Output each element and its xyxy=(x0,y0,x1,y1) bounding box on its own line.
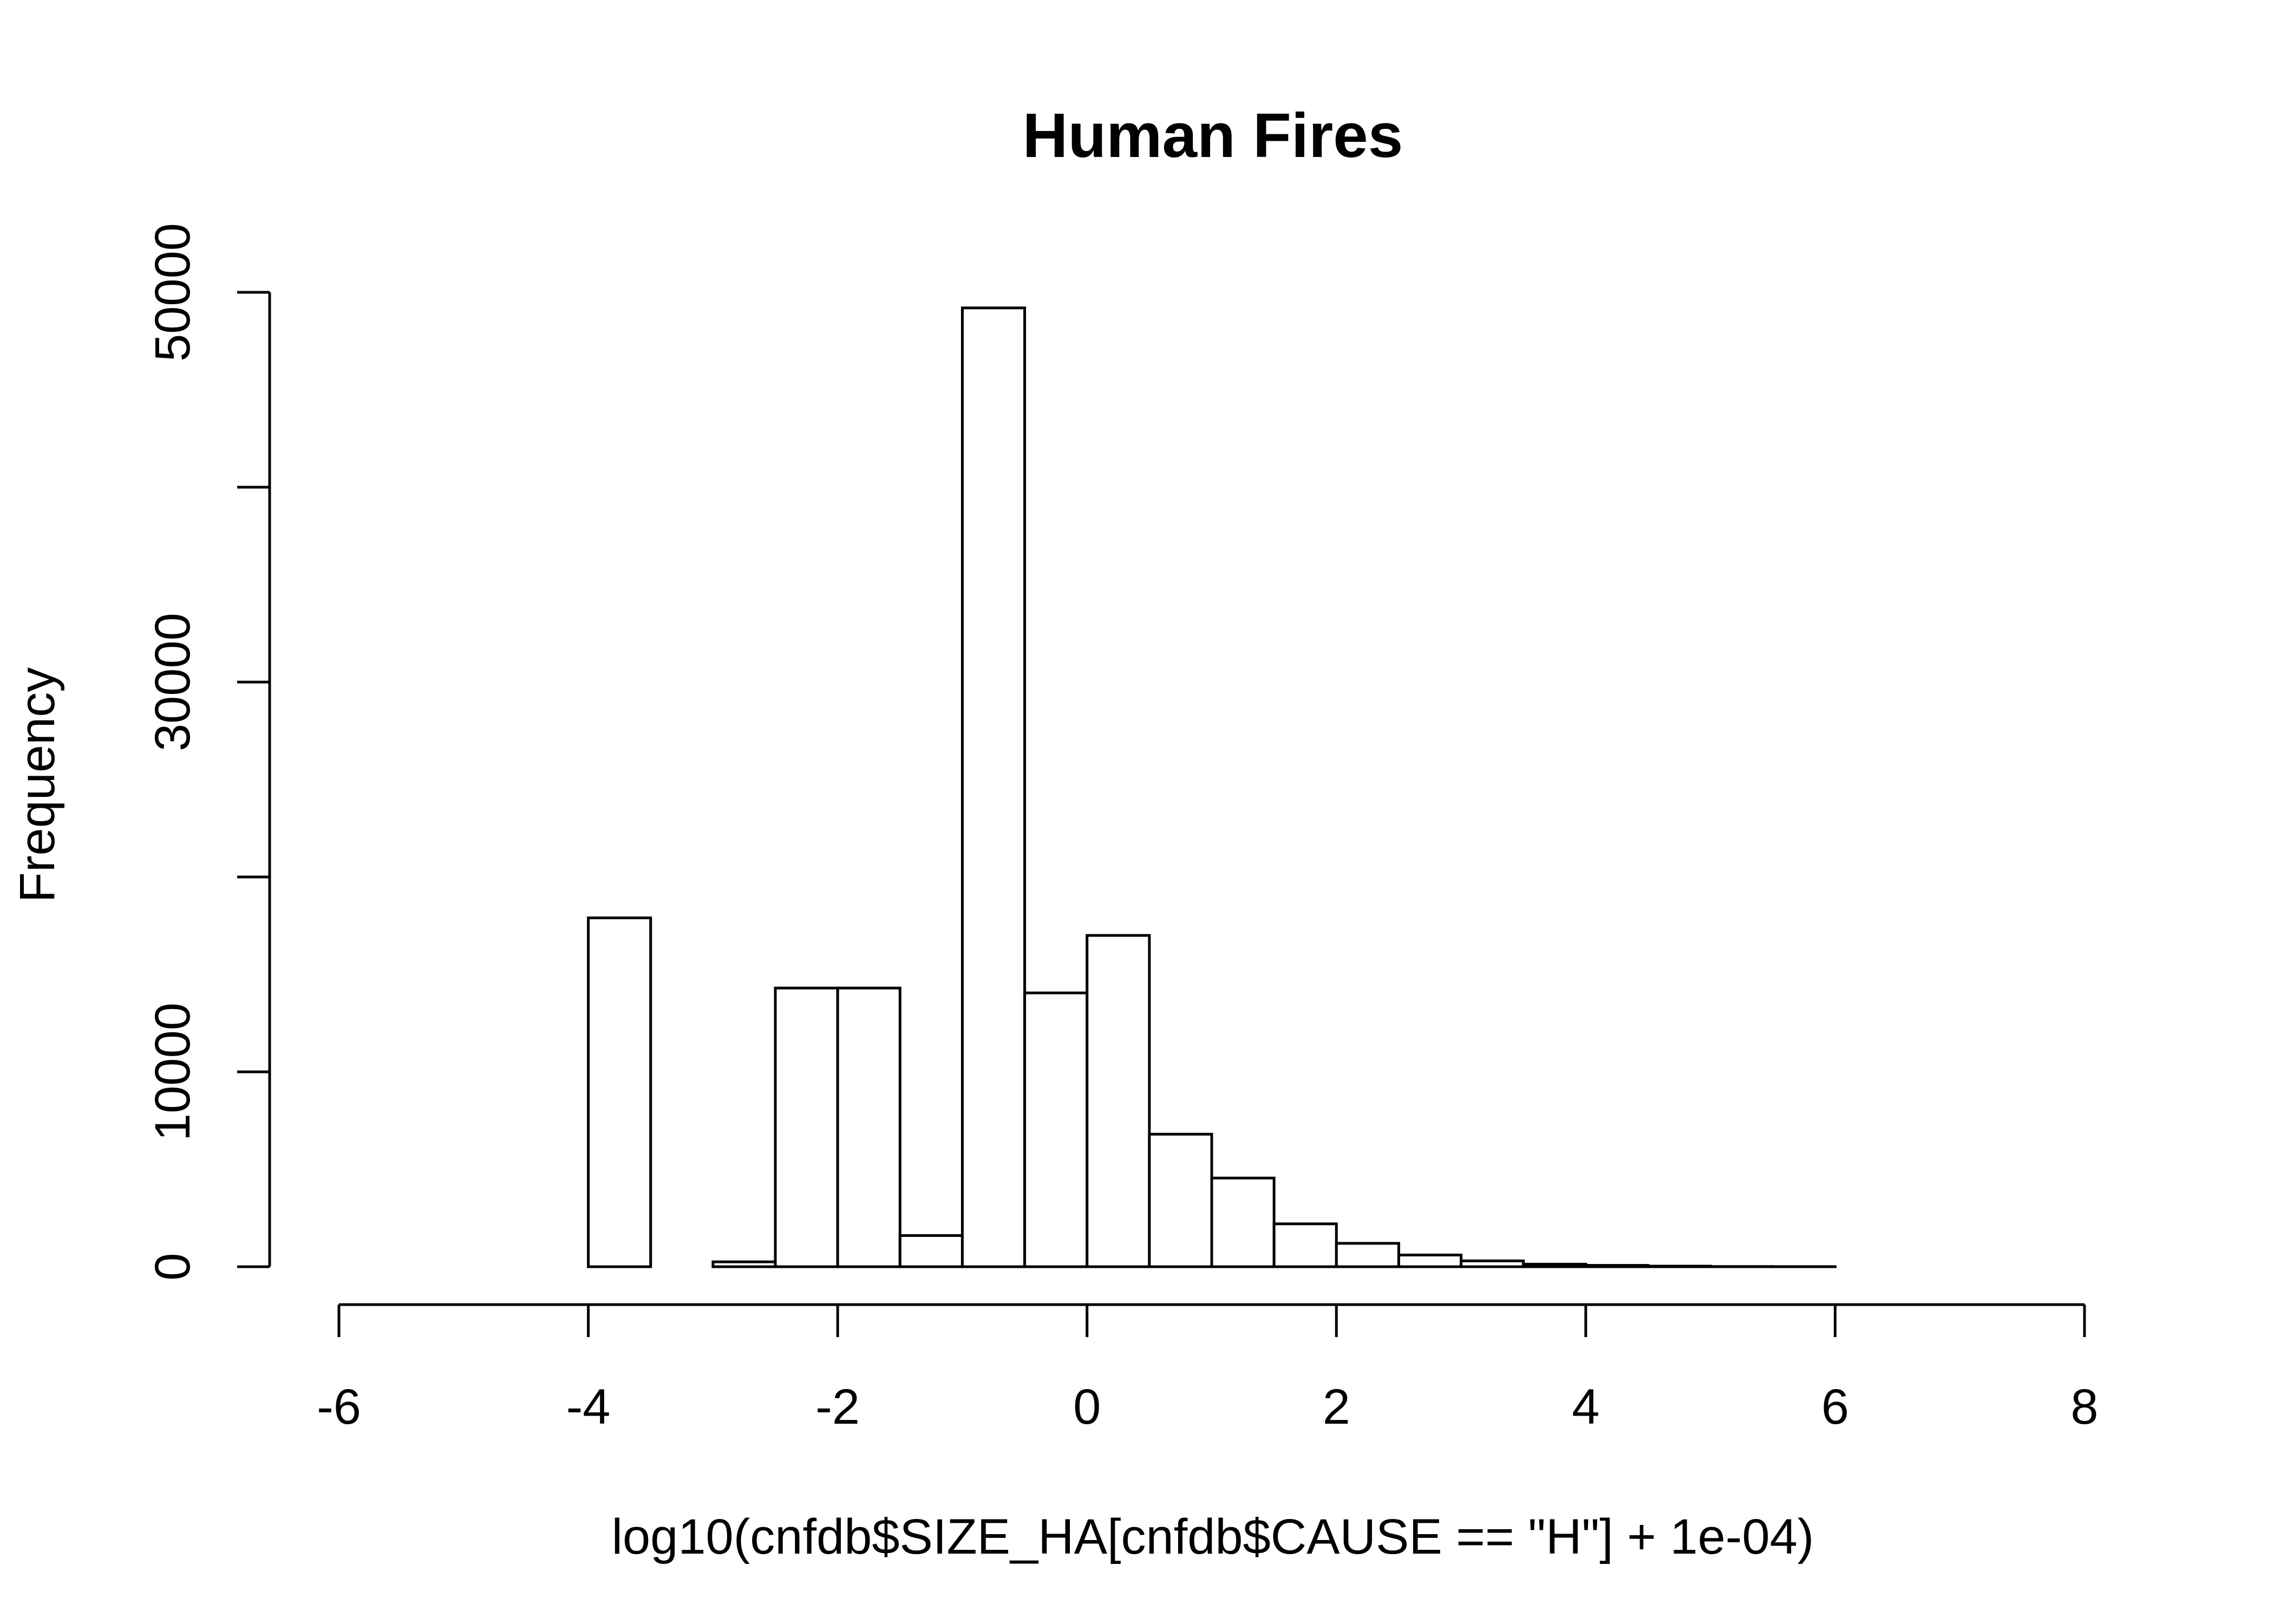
histogram-bar xyxy=(1460,1259,1525,1268)
histogram-bar xyxy=(1584,1263,1650,1268)
y-tick-label: 50000 xyxy=(145,223,200,362)
x-tick-label: -4 xyxy=(566,1379,611,1435)
y-axis: 0 10000 30000 50000 xyxy=(145,223,271,1281)
histogram-bar xyxy=(836,986,901,1268)
x-axis: -6 -4 -2 0 2 4 6 8 xyxy=(317,1303,2099,1435)
x-tick-label: 6 xyxy=(1821,1379,1849,1435)
histogram-bar xyxy=(1148,1132,1213,1268)
histogram-bar xyxy=(1522,1262,1587,1268)
histogram-bar xyxy=(1335,1242,1400,1268)
histogram-bar xyxy=(1272,1222,1338,1268)
histogram-bar xyxy=(898,1234,964,1268)
histogram-bar xyxy=(711,1260,777,1268)
y-axis-label: Frequency xyxy=(10,667,65,903)
x-tick-label: 4 xyxy=(1572,1379,1599,1435)
histogram-bars xyxy=(587,306,1837,1268)
x-tick-label: 2 xyxy=(1323,1379,1350,1435)
histogram-bar xyxy=(774,986,839,1268)
histogram-bar xyxy=(1397,1253,1463,1268)
y-tick-label: 30000 xyxy=(145,613,200,751)
y-tick-label: 10000 xyxy=(145,1003,200,1141)
histogram-bar xyxy=(960,306,1027,1268)
x-tick-label: 8 xyxy=(2070,1379,2098,1435)
x-tick-label: 0 xyxy=(1073,1379,1101,1435)
x-axis-label: log10(cnfdb$SIZE_HA[cnfdb$CAUSE == "H"] … xyxy=(612,1509,1814,1564)
histogram-bar xyxy=(1086,934,1151,1268)
chart-title: Human Fires xyxy=(1023,100,1403,171)
x-tick-label: -2 xyxy=(815,1379,860,1435)
y-tick-label: 0 xyxy=(145,1253,200,1280)
histogram-bar xyxy=(587,916,652,1268)
histogram-bar xyxy=(1023,991,1089,1268)
x-tick-label: -6 xyxy=(317,1379,361,1435)
histogram-bar xyxy=(1646,1265,1712,1268)
histogram-bar xyxy=(1210,1176,1276,1268)
